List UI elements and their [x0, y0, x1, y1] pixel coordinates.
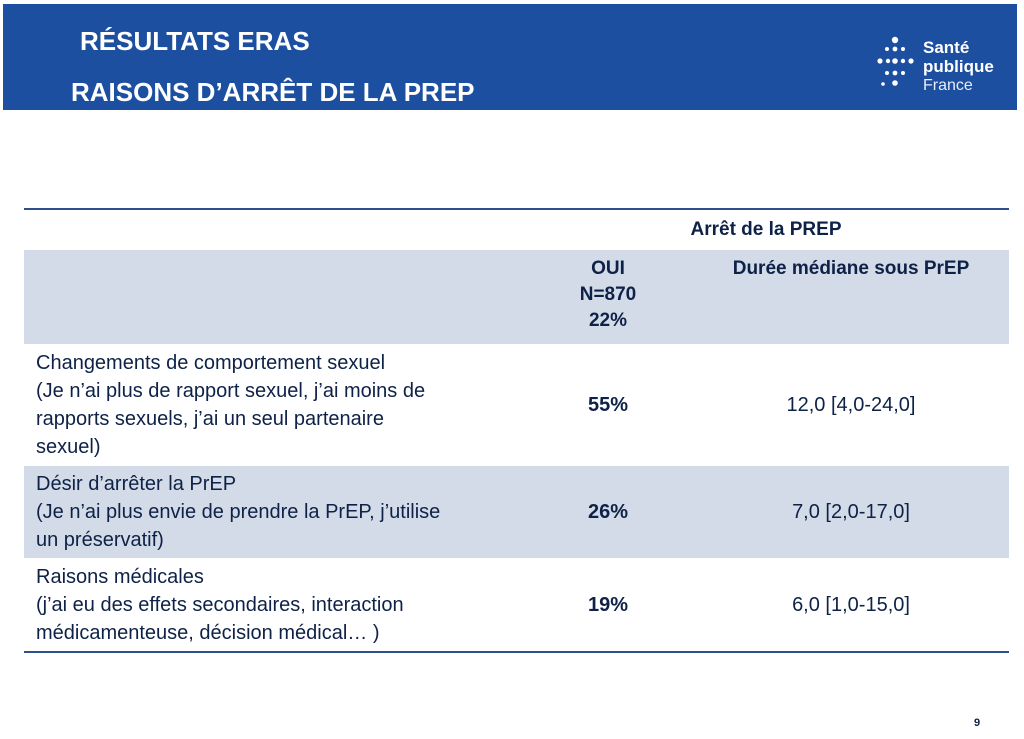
table-row: Raisons médicales (j’ai eu des effets se… [24, 558, 1009, 653]
column-header-oui: OUI N=870 22% [523, 250, 693, 345]
row-label-line: sexuel) [36, 436, 101, 458]
empty-subheader-cell [24, 250, 523, 345]
row-label-line: (j’ai eu des effets secondaires, interac… [36, 594, 404, 616]
row-median-duration: 6,0 [1,0-15,0] [693, 558, 1009, 653]
row-label-line: (Je n’ai plus de rapport sexuel, j’ai mo… [36, 380, 426, 402]
header-banner: RÉSULTATS ERAS RAISONS D’ARRÊT DE LA PRE… [3, 4, 1017, 110]
logo-text-line2: publique [923, 57, 994, 76]
empty-header-cell [24, 209, 523, 250]
row-percent: 55% [523, 344, 693, 466]
table-row: Désir d’arrêter la PrEP (Je n’ai plus en… [24, 465, 1009, 559]
logo-wordmark: Santé publique France [923, 38, 994, 95]
slide-subtitle: RAISONS D’ARRÊT DE LA PREP [71, 77, 475, 107]
row-label-line: (Je n’ai plus envie de prendre la PrEP, … [36, 501, 441, 523]
row-label-line: Changements de comportement sexuel [36, 352, 386, 374]
row-label: Désir d’arrêter la PrEP (Je n’ai plus en… [24, 465, 523, 559]
table-row: Changements de comportement sexuel (Je n… [24, 344, 1009, 466]
row-label: Raisons médicales (j’ai eu des effets se… [24, 558, 523, 653]
table-column-header-row: OUI N=870 22% Durée médiane sous PrEP [24, 250, 1009, 345]
column-header-oui-line3: 22% [588, 310, 628, 331]
page-number: 9 [974, 717, 981, 729]
group-header-arret-prep: Arrêt de la PREP [690, 219, 842, 240]
row-label-line: Désir d’arrêter la PrEP [36, 473, 237, 495]
row-label: Changements de comportement sexuel (Je n… [24, 344, 523, 466]
row-label-line: un préservatif) [36, 529, 164, 551]
results-table: Arrêt de la PREP OUI N=870 22% Durée méd… [24, 208, 1009, 653]
column-header-median-duration: Durée médiane sous PrEP [693, 250, 1009, 345]
row-label-line: médicamenteuse, décision médical… ) [36, 622, 380, 644]
column-header-oui-line2: N=870 [579, 284, 637, 305]
logo-text-line3: France [923, 77, 973, 94]
sante-publique-france-logo: Santé publique France [873, 30, 1008, 100]
row-percent: 26% [523, 465, 693, 559]
column-header-oui-line1: OUI [591, 258, 625, 279]
logo-text-line1: Santé [923, 38, 970, 57]
slide-title: RÉSULTATS ERAS [80, 26, 310, 56]
row-median-duration: 7,0 [2,0-17,0] [693, 465, 1009, 559]
logo-dots-icon [877, 36, 914, 86]
row-median-duration: 12,0 [4,0-24,0] [693, 344, 1009, 466]
row-label-line: rapports sexuels, j’ai un seul partenair… [36, 408, 384, 430]
row-percent: 19% [523, 558, 693, 653]
row-label-line: Raisons médicales [36, 566, 204, 588]
table-group-header-row: Arrêt de la PREP [24, 209, 1009, 250]
